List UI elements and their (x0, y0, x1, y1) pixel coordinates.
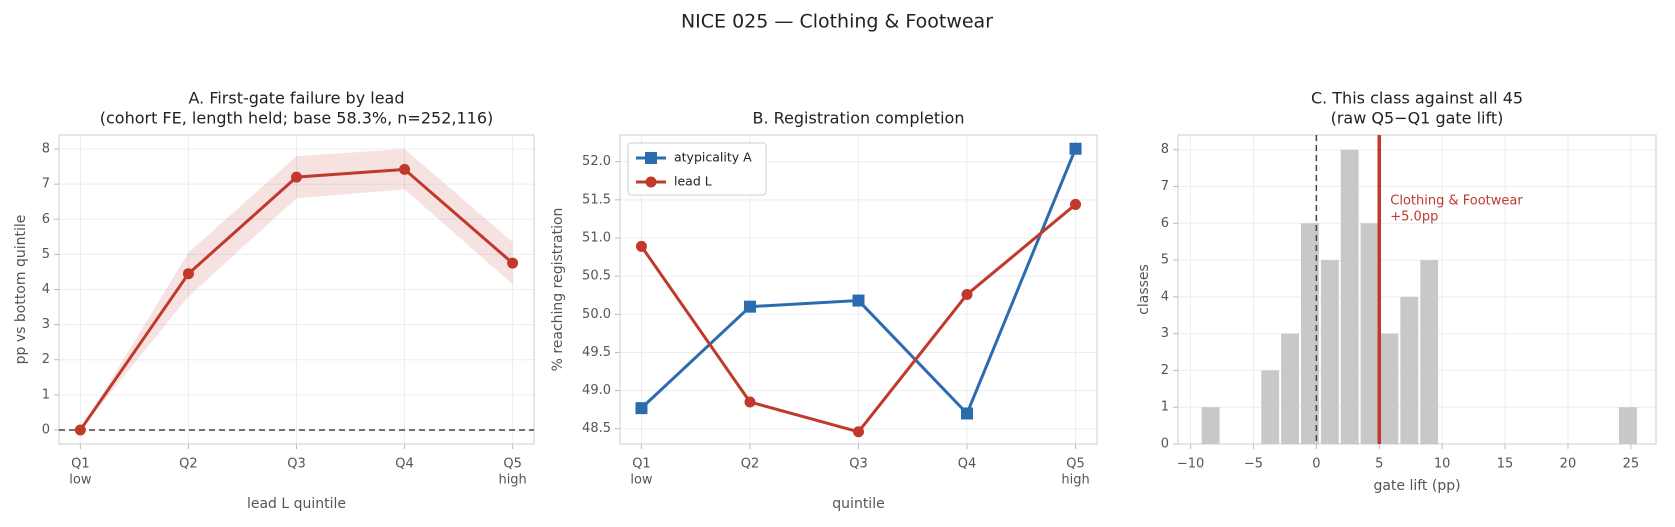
x-tick-label: −10 (1177, 457, 1204, 472)
panel-title: A. First-gate failure by lead (188, 89, 404, 108)
x-tick-sublabel: low (630, 473, 653, 488)
point (853, 426, 864, 438)
point (1070, 198, 1082, 210)
plot-frame (619, 134, 1098, 445)
x-tick-label: 15 (1497, 457, 1514, 472)
x-tick-sublabel: high (498, 473, 526, 488)
x-tick-label: Q3 (287, 457, 306, 472)
x-tick-label: 10 (1434, 457, 1451, 472)
plot-frame (58, 134, 535, 445)
y-tick-label: 0 (1161, 437, 1169, 452)
x-tick-label: 5 (1375, 457, 1383, 472)
x-axis-label: lead L quintile (247, 496, 346, 512)
point (182, 268, 194, 280)
bar (1619, 407, 1637, 444)
bar (1380, 333, 1399, 444)
y-tick-label: 51.5 (582, 192, 611, 207)
x-tick-label: Q4 (958, 457, 977, 472)
x-tick-label: Q5 (503, 457, 522, 472)
point (852, 294, 865, 307)
y-tick-label: 8 (1161, 142, 1169, 157)
y-tick-label: 7 (1161, 179, 1169, 194)
y-tick-label: 51.0 (582, 231, 611, 246)
bar (1281, 333, 1300, 444)
point (635, 240, 647, 252)
point (743, 300, 756, 313)
point (74, 424, 86, 436)
y-tick-label: 4 (42, 282, 50, 297)
x-tick-label: Q2 (741, 457, 760, 472)
y-tick-label: 5 (42, 247, 50, 262)
y-tick-label: 7 (42, 177, 50, 192)
figure-title: NICE 025 — Clothing & Footwear (681, 11, 993, 33)
y-tick-label: 48.5 (582, 421, 611, 436)
y-tick-label: 2 (1161, 363, 1169, 378)
point (291, 171, 302, 183)
y-axis-label: % reaching registration (550, 208, 566, 372)
y-tick-label: 49.0 (582, 383, 611, 398)
x-tick-label: Q5 (1066, 457, 1085, 472)
y-tick-label: 49.5 (582, 345, 611, 360)
y-axis-label: classes (1136, 264, 1152, 315)
x-axis-label: gate lift (pp) (1373, 478, 1460, 494)
x-tick-label: Q2 (179, 457, 198, 472)
x-tick-label: Q1 (632, 457, 651, 472)
bar (1420, 260, 1439, 444)
x-tick-sublabel: high (1061, 473, 1089, 488)
point (399, 163, 411, 175)
legend-marker (645, 152, 657, 164)
annotation: +5.0pp (1390, 210, 1438, 225)
x-tick-label: 25 (1623, 457, 1640, 472)
y-axis-label: pp vs bottom quintile (13, 215, 29, 365)
y-tick-label: 50.0 (582, 307, 611, 322)
panel-title: B. Registration completion (753, 109, 965, 128)
x-axis-label: quintile (832, 496, 884, 512)
x-tick-label: Q1 (71, 457, 90, 472)
y-tick-label: 2 (42, 352, 50, 367)
bar (1201, 407, 1220, 444)
annotation: Clothing & Footwear (1390, 194, 1523, 209)
panel-title: (cohort FE, length held; base 58.3%, n=2… (100, 109, 494, 128)
y-tick-label: 8 (42, 142, 50, 157)
y-tick-label: 0 (42, 422, 50, 437)
y-tick-label: 5 (1161, 253, 1169, 268)
point (1069, 142, 1082, 155)
y-tick-label: 4 (1161, 289, 1169, 304)
y-tick-label: 6 (42, 212, 50, 227)
panel-title: C. This class against all 45 (1311, 89, 1523, 108)
bar (1301, 223, 1319, 444)
y-tick-label: 3 (42, 317, 50, 332)
x-tick-label: 20 (1560, 457, 1577, 472)
legend-marker (645, 176, 657, 188)
bar (1340, 149, 1359, 444)
bar (1261, 370, 1280, 444)
legend-label: atypicality A (674, 150, 752, 165)
point (961, 288, 973, 300)
point (635, 402, 648, 415)
y-tick-label: 3 (1161, 326, 1169, 341)
bar (1400, 296, 1419, 444)
x-tick-label: Q3 (849, 457, 868, 472)
x-tick-label: Q4 (395, 457, 414, 472)
x-tick-label: −5 (1244, 457, 1263, 472)
confidence-band (80, 149, 513, 430)
point (507, 257, 519, 269)
y-tick-label: 1 (1161, 400, 1169, 415)
y-tick-label: 52.0 (582, 154, 611, 169)
point (961, 407, 974, 420)
x-tick-label: 0 (1312, 457, 1320, 472)
legend-label: lead L (674, 174, 712, 189)
x-tick-sublabel: low (69, 473, 92, 488)
y-tick-label: 6 (1161, 216, 1169, 231)
y-tick-label: 1 (42, 387, 50, 402)
bar (1320, 260, 1339, 444)
y-tick-label: 50.5 (582, 269, 611, 284)
bar (1360, 223, 1379, 444)
point (744, 396, 756, 408)
panel-title: (raw Q5−Q1 gate lift) (1331, 109, 1504, 128)
